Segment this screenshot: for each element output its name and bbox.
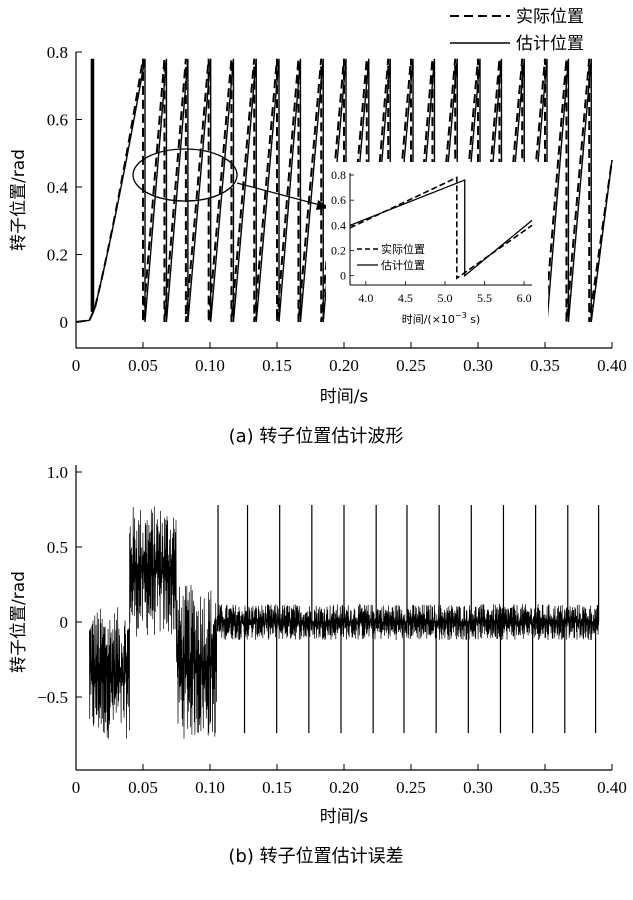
x-tick-label: 0.35 xyxy=(530,356,560,375)
panel-a: 0 0.05 0.10 0.15 0.20 0.25 0.30 0.35 0.40 00.20.… xyxy=(9,7,627,447)
panel-b-plot-area xyxy=(89,505,600,739)
panel-a-x-label: 时间/s xyxy=(320,387,369,407)
x-tick-label: 0.25 xyxy=(396,778,426,797)
y-tick-label: 0 xyxy=(60,613,69,632)
inset-series-estimated xyxy=(349,179,533,278)
x-tick-label: 0.15 xyxy=(262,778,292,797)
inset-legend: 实际位置 估计位置 xyxy=(357,242,425,272)
inset-x-tick-label: 6.0 xyxy=(517,291,532,305)
x-tick-label: 0.30 xyxy=(463,356,493,375)
panel-b-x-ticks: 0 0.05 0.10 0.15 0.20 0.25 0.30 0.35 0.40 xyxy=(72,764,627,797)
error-signal-line xyxy=(89,506,600,739)
panel-a-plot-area xyxy=(75,58,613,323)
inset-x-tick-label: 5.0 xyxy=(437,291,452,305)
y-tick-label: −0.5 xyxy=(37,688,68,707)
y-tick-label: 0.2 xyxy=(47,246,68,265)
start-transient-block xyxy=(90,58,95,312)
y-tick-label: 0 xyxy=(60,313,69,332)
legend-label-estimated: 估计位置 xyxy=(516,34,584,54)
x-tick-label: 0 xyxy=(72,778,81,797)
x-tick-label: 0.05 xyxy=(128,778,158,797)
x-tick-label: 0.40 xyxy=(597,778,627,797)
x-tick-label: 0.25 xyxy=(396,356,426,375)
x-tick-label: 0.10 xyxy=(195,356,225,375)
y-tick-label: 0.8 xyxy=(47,43,68,62)
x-tick-label: 0.05 xyxy=(128,356,158,375)
x-tick-label: 0.15 xyxy=(262,356,292,375)
y-tick-label: 0.6 xyxy=(47,111,68,130)
inset-y-tick-label: 0.4 xyxy=(331,218,346,232)
panel-b-x-label: 时间/s xyxy=(320,807,369,827)
x-tick-label: 0.40 xyxy=(597,356,627,375)
panel-a-x-ticks: 0 0.05 0.10 0.15 0.20 0.25 0.30 0.35 0.40 xyxy=(72,342,627,375)
panel-a-caption: (a) 转子位置估计波形 xyxy=(229,426,404,447)
inset-background xyxy=(326,162,548,330)
inset-x-tick-label: 5.5 xyxy=(477,291,492,305)
x-tick-label: 0.10 xyxy=(195,778,225,797)
panel-a-legend: 实际位置 估计位置 xyxy=(450,7,584,54)
inset-y-tick-label: 0.8 xyxy=(331,168,346,182)
panel-a-y-label: 转子位置/rad xyxy=(9,149,29,251)
x-tick-label: 0.20 xyxy=(329,356,359,375)
panel-b-y-ticks: 1.0 0.5 0 −0.5 xyxy=(37,463,82,707)
y-tick-label: 0.5 xyxy=(47,538,68,557)
panel-b-y-label: 转子位置/rad xyxy=(9,571,29,673)
inset-x-label: 时间/(×10−3 s) xyxy=(402,311,481,326)
inset-y-ticks: 0 0.2 0.4 0.6 0.8 xyxy=(331,168,354,283)
panel-b: 0 0.05 0.10 0.15 0.20 0.25 0.30 0.35 0.40 1.0 0.5… xyxy=(9,463,627,867)
panel-a-y-ticks: 0 0.2 0.4 0.6 0.8 xyxy=(47,43,82,332)
series-actual-position-line xyxy=(75,58,613,323)
x-tick-label: 0 xyxy=(72,356,81,375)
inset-x-ticks: 4.0 4.5 5.0 5.5 6.0 xyxy=(358,281,532,305)
series-estimated-position-line xyxy=(75,58,613,323)
inset-legend-label-estimated: 估计位置 xyxy=(381,258,425,272)
inset-series-actual xyxy=(349,176,533,280)
inset-legend-label-actual: 实际位置 xyxy=(381,242,425,256)
zoom-arrow-line xyxy=(236,182,321,206)
inset-y-tick-label: 0.6 xyxy=(331,193,346,207)
inset-x-tick-label: 4.5 xyxy=(398,291,413,305)
zoom-region-ellipse xyxy=(132,148,238,202)
y-tick-label: 1.0 xyxy=(47,463,68,482)
x-tick-label: 0.30 xyxy=(463,778,493,797)
inset-x-tick-label: 4.0 xyxy=(358,291,373,305)
x-tick-label: 0.35 xyxy=(530,778,560,797)
inset-y-tick-label: 0 xyxy=(340,269,346,283)
y-tick-label: 0.4 xyxy=(47,178,69,197)
inset-y-tick-label: 0.2 xyxy=(331,244,346,258)
panel-b-caption: (b) 转子位置估计误差 xyxy=(228,846,403,867)
x-tick-label: 0.20 xyxy=(329,778,359,797)
legend-label-actual: 实际位置 xyxy=(516,7,584,27)
inset-chart: 4.0 4.5 5.0 5.5 6.0 00.20.40.60.8 实际位置 估计位置 … xyxy=(326,162,548,330)
inset-plot-area xyxy=(349,176,533,280)
